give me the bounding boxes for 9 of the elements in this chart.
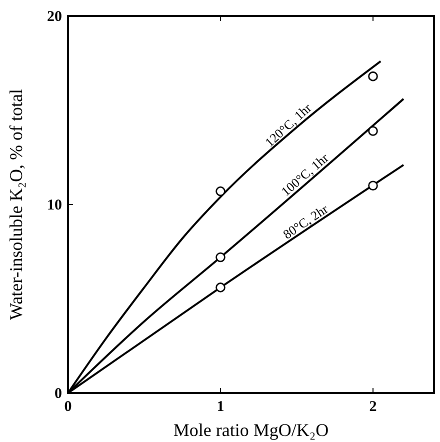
x-tick-label: 1 xyxy=(216,399,224,415)
text: 80°C, 2hr xyxy=(280,200,332,242)
y-axis-title: Water-insoluble K₂O, % of total xyxy=(6,89,26,320)
x-tick-label: 2 xyxy=(369,399,377,415)
x-axis-title: Mole ratio MgO/K₂O xyxy=(173,420,329,440)
y-tick-label: 10 xyxy=(47,198,62,214)
y-tick-label: 20 xyxy=(47,9,62,25)
y-tick-label: 0 xyxy=(54,386,62,402)
x-tick-label: 0 xyxy=(64,399,72,415)
